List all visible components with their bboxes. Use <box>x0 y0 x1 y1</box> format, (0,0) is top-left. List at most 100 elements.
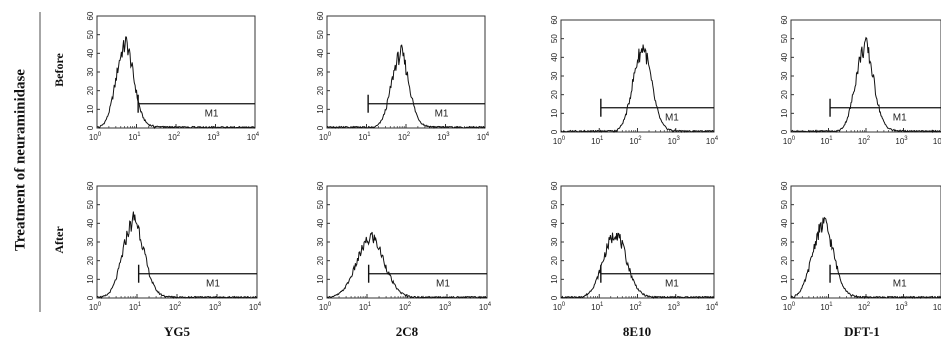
plot-frame <box>326 185 488 299</box>
histogram-trace <box>96 211 258 300</box>
y-tick-label: 30 <box>550 237 559 246</box>
y-tick-label: 50 <box>780 200 789 209</box>
y-tick-label: 60 <box>780 15 789 24</box>
y-tick-label: 60 <box>316 181 325 190</box>
y-tick-label: 40 <box>86 218 95 227</box>
x-tick-label: 100 <box>783 136 796 146</box>
x-tick-label: 101 <box>358 132 371 142</box>
y-tick-label: 20 <box>86 86 95 95</box>
x-tick-label: 103 <box>439 302 452 312</box>
y-tick-label: 30 <box>86 67 95 76</box>
column-label-dft1: DFT-1 <box>844 324 880 339</box>
x-tick-label: 101 <box>359 302 372 312</box>
x-tick-label: 100 <box>89 302 102 312</box>
y-tick-label: 50 <box>86 30 95 39</box>
y-tick-label: 30 <box>316 237 325 246</box>
y-tick-label: 40 <box>316 48 325 57</box>
x-tick-label: 103 <box>895 302 908 312</box>
y-tick-label: 60 <box>86 181 95 190</box>
y-tick-label: 40 <box>780 52 789 61</box>
y-tick-label: 60 <box>86 11 95 20</box>
histogram-trace <box>790 216 941 300</box>
y-tick-label: 10 <box>86 274 95 283</box>
histogram-trace <box>326 44 486 129</box>
y-tick-label: 60 <box>550 15 559 24</box>
y-tick-label: 10 <box>780 274 789 283</box>
x-tick-label: 100 <box>553 136 566 146</box>
panel-after-8e10: 0 10 20 30 40 50 60 100 101 102 103 104 M1 <box>550 181 719 312</box>
x-tick-label: 103 <box>437 132 450 142</box>
plot-frame <box>790 19 941 133</box>
row-label-after-group: After <box>52 226 66 254</box>
y-tick-label: 20 <box>550 256 559 265</box>
y-tick-label: 60 <box>550 181 559 190</box>
histogram-trace <box>326 231 488 299</box>
gate-label: M1 <box>893 113 907 124</box>
gate-label: M1 <box>893 279 907 290</box>
x-tick-label: 103 <box>209 302 222 312</box>
x-tick-label: 104 <box>477 132 490 142</box>
y-tick-label: 0 <box>550 129 559 134</box>
side-title-group: Treatment of neuraminidase <box>12 69 28 251</box>
y-tick-label: 10 <box>316 104 325 113</box>
y-tick-label: 60 <box>316 11 325 20</box>
y-tick-label: 20 <box>550 90 559 99</box>
x-tick-label: 104 <box>479 302 492 312</box>
gate-label: M1 <box>665 279 679 290</box>
row-label-before-group: Before <box>52 52 66 86</box>
gate-label: M1 <box>435 109 449 120</box>
y-tick-label: 20 <box>316 256 325 265</box>
plot-frame <box>790 185 941 299</box>
column-label-8e10: 8E10 <box>623 324 651 339</box>
y-tick-label: 40 <box>86 48 95 57</box>
x-tick-label: 104 <box>247 132 260 142</box>
y-tick-label: 30 <box>550 71 559 80</box>
x-tick-label: 100 <box>319 132 332 142</box>
plot-frame <box>560 185 715 299</box>
y-tick-label: 50 <box>780 34 789 43</box>
y-tick-label: 30 <box>780 71 789 80</box>
x-tick-label: 102 <box>168 132 181 142</box>
y-tick-label: 0 <box>86 295 95 300</box>
y-tick-label: 50 <box>550 200 559 209</box>
plot-frame <box>96 185 258 299</box>
y-tick-label: 50 <box>86 200 95 209</box>
y-tick-label: 20 <box>316 86 325 95</box>
y-tick-label: 40 <box>316 218 325 227</box>
x-tick-label: 103 <box>207 132 220 142</box>
x-tick-label: 101 <box>128 132 141 142</box>
x-tick-label: 104 <box>249 302 262 312</box>
gate-label: M1 <box>665 113 679 124</box>
y-tick-label: 40 <box>550 218 559 227</box>
y-tick-label: 0 <box>780 129 789 134</box>
y-tick-label: 20 <box>86 256 95 265</box>
x-tick-label: 104 <box>933 136 941 146</box>
panel-after-yg5: 0 10 20 30 40 50 60 100 101 102 103 104 M1 <box>86 181 262 312</box>
y-tick-label: 10 <box>550 274 559 283</box>
panel-after-dft1: 0 10 20 30 40 50 60 100 101 102 103 104 M1 <box>780 181 941 312</box>
x-tick-label: 101 <box>591 302 604 312</box>
y-tick-label: 10 <box>86 104 95 113</box>
x-tick-label: 104 <box>933 302 941 312</box>
histogram-trace <box>560 44 715 133</box>
y-tick-label: 30 <box>86 237 95 246</box>
histogram-trace <box>790 36 941 134</box>
column-label-yg5: YG5 <box>164 324 191 339</box>
y-tick-label: 40 <box>780 218 789 227</box>
y-tick-label: 50 <box>550 34 559 43</box>
y-tick-label: 0 <box>550 295 559 300</box>
y-tick-label: 10 <box>550 108 559 117</box>
x-tick-label: 102 <box>399 302 412 312</box>
y-tick-label: 40 <box>550 52 559 61</box>
x-tick-label: 101 <box>820 136 833 146</box>
gate-label: M1 <box>206 279 220 290</box>
x-tick-label: 100 <box>553 302 566 312</box>
x-tick-label: 102 <box>629 136 642 146</box>
panel-after-2c8: 0 10 20 30 40 50 60 100 101 102 103 104 M1 <box>316 181 492 312</box>
y-tick-label: 0 <box>86 125 95 130</box>
x-tick-label: 102 <box>629 302 642 312</box>
panel-before-8e10: 0 10 20 30 40 50 60 100 101 102 103 104 M1 <box>550 15 719 146</box>
gate-label: M1 <box>205 109 219 120</box>
x-tick-label: 103 <box>668 136 681 146</box>
row-label-after: After <box>52 226 66 254</box>
